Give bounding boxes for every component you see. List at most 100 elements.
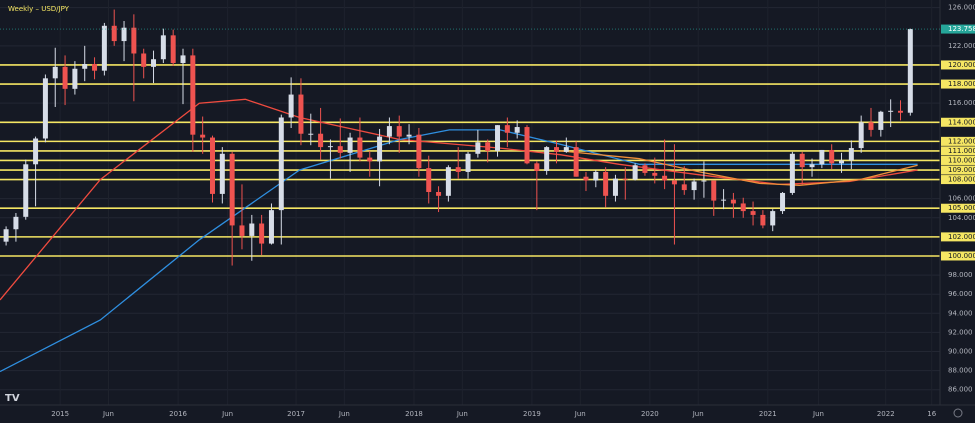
x-tick-label: 2016 xyxy=(169,410,187,418)
candle-body xyxy=(740,203,746,212)
x-tick-label: 2022 xyxy=(877,410,895,418)
candle-body xyxy=(770,211,776,226)
candle-body xyxy=(504,125,510,133)
level-label-box xyxy=(941,60,975,70)
level-label-box xyxy=(941,146,975,156)
candle-body xyxy=(632,165,638,180)
y-tick-label: 94.000 xyxy=(948,309,973,317)
candle-body xyxy=(534,163,540,171)
candle-body xyxy=(357,137,363,158)
candle-body xyxy=(691,181,697,191)
candle-body xyxy=(327,146,333,148)
candle-body xyxy=(101,25,107,71)
candle-body xyxy=(681,184,687,191)
candle-body xyxy=(436,191,442,196)
candle-body xyxy=(3,229,9,242)
candle-body xyxy=(239,225,245,236)
candle-body xyxy=(750,211,756,215)
candle-body xyxy=(111,25,117,42)
x-tick-label: 2020 xyxy=(641,410,659,418)
y-tick-label: 98.000 xyxy=(948,271,973,279)
y-tick-label: 88.000 xyxy=(948,367,973,375)
candle-body xyxy=(386,126,392,137)
candle-body xyxy=(622,178,628,180)
chart-title: Weekly – USD/JPY xyxy=(8,5,70,13)
level-label-box xyxy=(941,155,975,165)
level-label-box xyxy=(941,165,975,175)
x-tick-label: Jun xyxy=(574,410,586,418)
level-label: 105.000 xyxy=(948,204,975,212)
candle-body xyxy=(819,149,825,165)
level-label: 110.000 xyxy=(948,156,975,164)
level-label: 100.000 xyxy=(948,252,975,260)
candle-body xyxy=(721,199,727,201)
logo: TV xyxy=(5,393,20,404)
candle-body xyxy=(652,172,658,176)
candle-body xyxy=(337,146,343,153)
y-tick-label: 116.000 xyxy=(948,99,975,107)
level-label: 118.000 xyxy=(948,80,975,88)
x-tick-label: Jun xyxy=(456,410,468,418)
candle-body xyxy=(92,63,98,71)
candle-body xyxy=(612,178,618,196)
candle-body xyxy=(514,127,520,133)
candle-body xyxy=(200,134,206,138)
candle-body xyxy=(33,138,39,165)
candle-body xyxy=(888,110,894,112)
settings-icon[interactable] xyxy=(953,408,963,418)
candle-body xyxy=(662,175,668,181)
x-tick-label: 2018 xyxy=(405,410,423,418)
candle-body xyxy=(593,171,599,181)
candle-body xyxy=(377,136,383,162)
x-tick-label: 2017 xyxy=(287,410,305,418)
candle-body xyxy=(671,180,677,185)
candle-body xyxy=(308,133,314,135)
level-label: 108.000 xyxy=(948,176,975,184)
candle-body xyxy=(495,125,501,151)
level-label: 102.000 xyxy=(948,233,975,241)
candle-body xyxy=(13,216,19,230)
y-tick-label: 92.000 xyxy=(948,328,973,336)
candle-body xyxy=(760,214,766,226)
level-label-box xyxy=(941,79,975,89)
candle-body xyxy=(259,223,265,244)
candle-body xyxy=(180,55,186,64)
candle-body xyxy=(858,122,864,149)
candle-body xyxy=(583,176,589,181)
candle-body xyxy=(249,223,255,236)
y-tick-label: 86.000 xyxy=(948,386,973,394)
level-label-box xyxy=(941,232,975,242)
candle-body xyxy=(563,147,569,152)
candle-body xyxy=(465,153,471,172)
candle-body xyxy=(298,94,304,134)
candle-body xyxy=(347,137,353,153)
candle-body xyxy=(62,66,68,89)
candle-body xyxy=(907,29,913,113)
candle-body xyxy=(141,53,147,67)
candle-body xyxy=(603,171,609,196)
x-tick-label: Jun xyxy=(221,410,233,418)
candle-body xyxy=(209,137,215,194)
candle-body xyxy=(121,27,127,42)
level-label-box xyxy=(941,203,975,213)
level-label: 120.000 xyxy=(948,61,975,69)
candle-body xyxy=(711,180,717,201)
candle-body xyxy=(829,149,835,164)
candle-body xyxy=(839,160,845,164)
candle-body xyxy=(406,134,412,137)
level-label-box xyxy=(941,175,975,185)
candle-body xyxy=(416,134,422,169)
candle-body xyxy=(288,94,294,118)
candle-body xyxy=(642,165,648,173)
y-tick-label: 126.000 xyxy=(948,4,975,12)
moving-average-line xyxy=(0,129,918,373)
candle-body xyxy=(701,180,707,182)
candle-body xyxy=(789,153,795,193)
candle-body xyxy=(553,147,559,152)
level-label: 112.000 xyxy=(948,137,975,145)
x-tick-label: Jun xyxy=(692,410,704,418)
candle-body xyxy=(445,167,451,196)
